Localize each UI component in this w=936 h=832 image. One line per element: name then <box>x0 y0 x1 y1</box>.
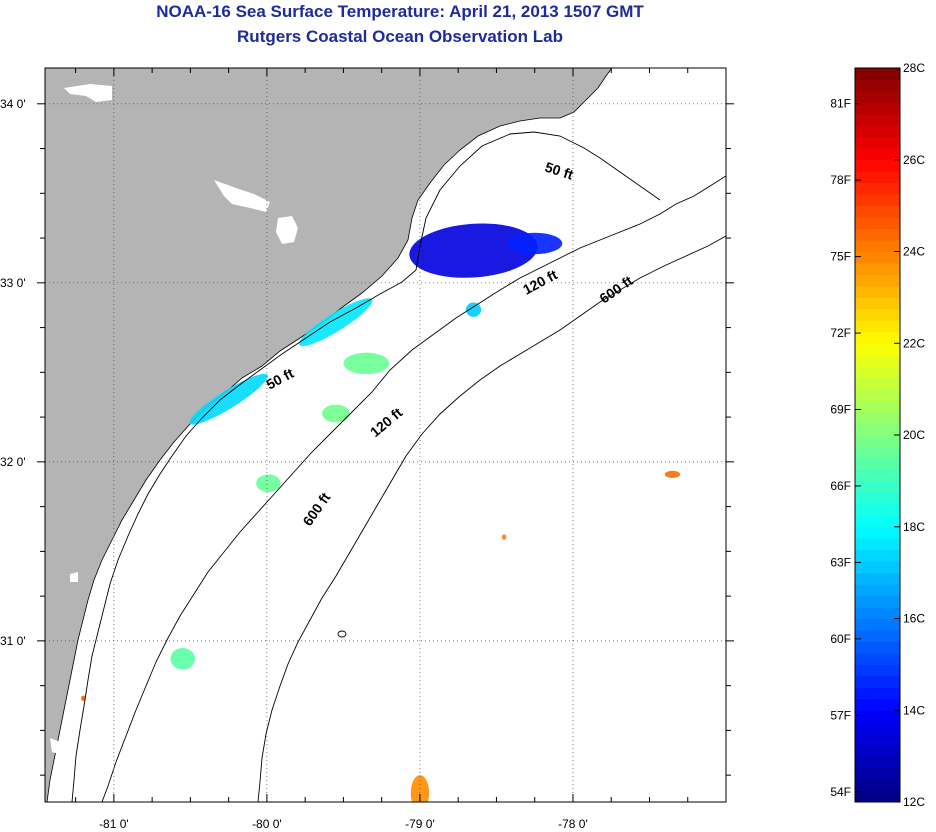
lat-tick-label: 31 0' <box>0 634 26 648</box>
small-contour-ring <box>337 630 347 638</box>
lat-lon-grid <box>45 68 726 802</box>
sst-patch-gulf-stream-spot-3 <box>501 534 507 540</box>
sst-patch-shelf-patch-south <box>256 474 281 493</box>
sst-patch-south-warm-spot <box>80 695 86 701</box>
map-title: NOAA-16 Sea Surface Temperature: April 2… <box>156 2 644 21</box>
map-axis-labels: -81 0' -80 0' -79 0' -78 0' 31 0' 32 0' 33 0' 3… <box>0 97 588 831</box>
sst-patch-north-shelf-dots <box>465 302 482 317</box>
sst-patch-gulf-stream-spot-1 <box>760 429 769 434</box>
lon-tick-label: -80 0' <box>252 817 282 831</box>
map-axis-ticks <box>37 68 734 802</box>
land-mass <box>45 68 613 802</box>
sst-patch-east-blob <box>726 317 741 328</box>
contour-50ft <box>71 131 661 802</box>
sst-patch-cold-plume-east <box>507 232 563 255</box>
inland-lakes <box>50 84 298 756</box>
sst-patch-shelf-patch-far-south <box>170 648 195 670</box>
lon-tick-label: -81 0' <box>99 817 129 831</box>
contour-120ft <box>101 175 726 802</box>
sst-patch-shelf-patch-mid <box>321 404 350 423</box>
map-frame <box>44 67 727 803</box>
map-subtitle: Rutgers Coastal Ocean Observation Lab <box>237 27 563 46</box>
contour-600ft <box>257 235 726 802</box>
lat-tick-label: 33 0' <box>0 276 26 290</box>
sst-patch-shelf-patch-north <box>343 352 390 375</box>
sst-patch-nearshore-band-mid <box>189 373 268 425</box>
lat-tick-label: 34 0' <box>0 97 26 111</box>
lat-tick-label: 32 0' <box>0 455 26 469</box>
lon-tick-label: -78 0' <box>558 817 588 831</box>
sst-patch-gulf-stream-spot-2 <box>664 470 681 478</box>
sst-patch-cold-plume <box>409 223 538 278</box>
sst-patch-nearshore-band-north <box>299 298 373 347</box>
bathymetry-contours <box>71 131 726 802</box>
sst-overlay <box>80 223 769 802</box>
lon-tick-label: -79 0' <box>405 817 435 831</box>
